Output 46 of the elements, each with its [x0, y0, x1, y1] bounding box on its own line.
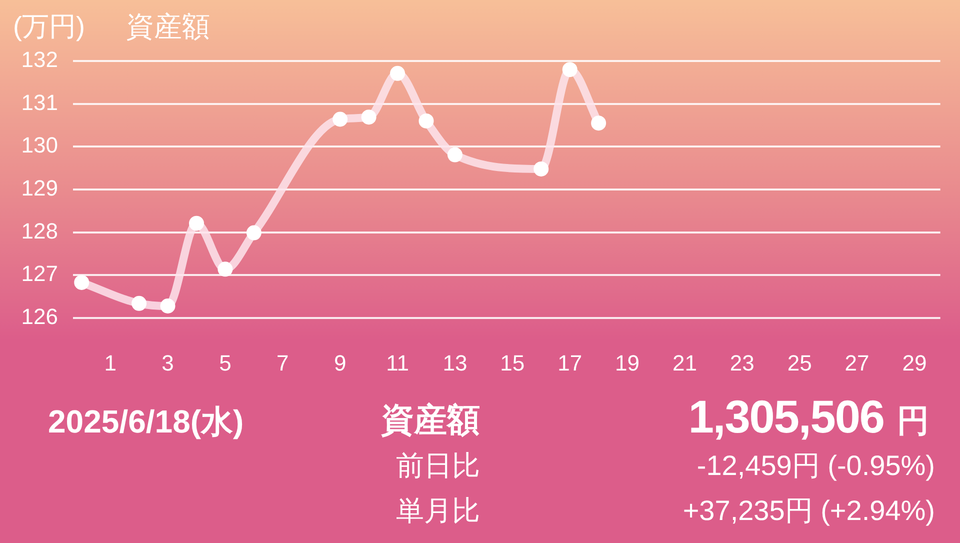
point — [332, 112, 348, 127]
x-tick-label: 21 — [672, 350, 697, 376]
y-tick-label: 129 — [21, 176, 58, 201]
x-tick-label: 13 — [442, 350, 468, 376]
point — [418, 113, 434, 128]
y-tick-label: 126 — [21, 304, 58, 330]
x-tick-label: 17 — [558, 350, 582, 376]
y-tick-label: 132 — [21, 47, 58, 72]
point — [188, 216, 204, 231]
x-tick-label: 5 — [219, 350, 232, 376]
y-tick-label: 130 — [21, 132, 58, 158]
point — [74, 274, 90, 290]
text: 資産額 — [381, 401, 480, 439]
text: 前日比 — [396, 450, 480, 482]
x-tick-label: 23 — [730, 350, 754, 376]
text: 単月比 — [396, 494, 480, 528]
x-tick-label: 7 — [276, 350, 289, 376]
y-tick-label: 131 — [21, 90, 58, 115]
text: +37,235円 (+2.94%) — [682, 494, 935, 528]
x-tick-label: 27 — [844, 350, 870, 376]
y-axis-title: (万円) — [13, 11, 85, 43]
x-tick-label: 11 — [386, 350, 409, 376]
x-tick-label: 9 — [334, 350, 346, 376]
text: -12,459円 (-0.95%) — [696, 450, 935, 482]
text: 2025/6/18(水) — [48, 404, 244, 440]
point — [562, 62, 578, 78]
x-tick-label: 19 — [615, 350, 640, 376]
x-tick-label: 29 — [902, 350, 927, 376]
y-tick-label: 128 — [21, 218, 58, 244]
point — [534, 161, 549, 176]
y-tick-label: 127 — [21, 261, 58, 286]
x-tick-label: 3 — [162, 350, 174, 376]
point — [390, 66, 406, 81]
point — [591, 116, 606, 131]
point — [447, 147, 462, 162]
chart-title: 資産額 — [126, 10, 210, 44]
x-tick-label: 15 — [500, 350, 525, 376]
x-tick-label: 1 — [104, 350, 116, 376]
point — [246, 225, 262, 240]
text: 円 — [897, 402, 929, 440]
point — [132, 296, 147, 311]
point — [218, 262, 233, 277]
x-tick-label: 25 — [787, 350, 812, 376]
point — [160, 298, 176, 314]
text: 1,305,506 — [688, 390, 884, 444]
point — [361, 110, 376, 125]
